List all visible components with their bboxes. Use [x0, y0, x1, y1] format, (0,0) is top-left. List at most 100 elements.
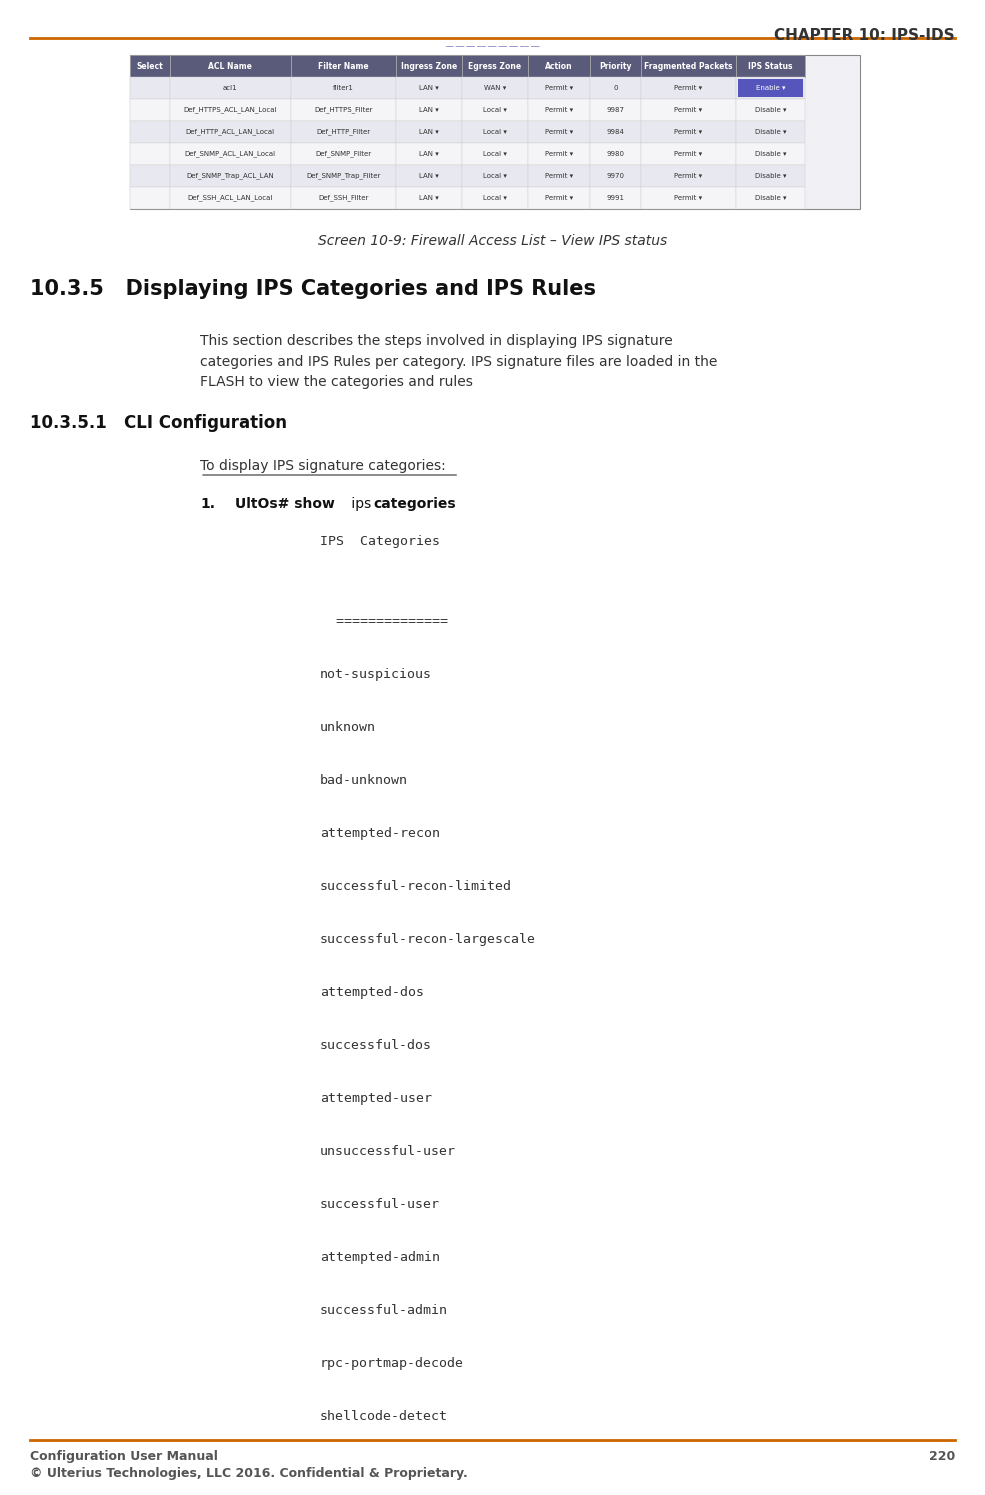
- Text: Def_HTTP_ACL_LAN_Local: Def_HTTP_ACL_LAN_Local: [186, 129, 275, 136]
- FancyBboxPatch shape: [736, 187, 806, 209]
- Text: successful-dos: successful-dos: [320, 1039, 432, 1051]
- FancyBboxPatch shape: [641, 99, 736, 121]
- Text: Disable ▾: Disable ▾: [755, 194, 786, 200]
- FancyBboxPatch shape: [396, 78, 462, 99]
- Text: attempted-recon: attempted-recon: [320, 827, 440, 840]
- Text: unsuccessful-user: unsuccessful-user: [320, 1145, 456, 1157]
- FancyBboxPatch shape: [170, 187, 291, 209]
- FancyBboxPatch shape: [736, 144, 806, 164]
- Text: IPS  Categories: IPS Categories: [320, 535, 440, 549]
- Text: 10.3.5.1   CLI Configuration: 10.3.5.1 CLI Configuration: [30, 414, 287, 432]
- Text: acl1: acl1: [223, 85, 237, 91]
- FancyBboxPatch shape: [736, 121, 806, 144]
- Text: Configuration User Manual: Configuration User Manual: [30, 1450, 218, 1464]
- Text: Permit ▾: Permit ▾: [675, 108, 702, 114]
- FancyBboxPatch shape: [462, 187, 528, 209]
- Text: Permit ▾: Permit ▾: [675, 151, 702, 157]
- Text: Fragmented Packets: Fragmented Packets: [644, 61, 733, 70]
- FancyBboxPatch shape: [291, 144, 396, 164]
- Text: categories: categories: [373, 496, 456, 511]
- Text: LAN ▾: LAN ▾: [420, 194, 439, 200]
- Text: 9987: 9987: [607, 108, 624, 114]
- FancyBboxPatch shape: [738, 79, 803, 97]
- Text: successful-recon-limited: successful-recon-limited: [320, 879, 512, 893]
- FancyBboxPatch shape: [130, 187, 170, 209]
- Text: Disable ▾: Disable ▾: [755, 151, 786, 157]
- Text: Disable ▾: Disable ▾: [755, 173, 786, 179]
- FancyBboxPatch shape: [130, 164, 170, 187]
- FancyBboxPatch shape: [590, 99, 641, 121]
- FancyBboxPatch shape: [291, 121, 396, 144]
- Text: attempted-dos: attempted-dos: [320, 985, 424, 999]
- FancyBboxPatch shape: [170, 78, 291, 99]
- FancyBboxPatch shape: [590, 121, 641, 144]
- FancyBboxPatch shape: [170, 99, 291, 121]
- FancyBboxPatch shape: [736, 78, 806, 99]
- Text: attempted-admin: attempted-admin: [320, 1250, 440, 1263]
- FancyBboxPatch shape: [528, 99, 590, 121]
- Text: bad-unknown: bad-unknown: [320, 773, 408, 786]
- Text: To display IPS signature categories:: To display IPS signature categories:: [200, 459, 446, 472]
- Text: Def_HTTP_Filter: Def_HTTP_Filter: [316, 129, 370, 136]
- FancyBboxPatch shape: [396, 121, 462, 144]
- Text: ips: ips: [347, 496, 375, 511]
- Text: Local ▾: Local ▾: [483, 173, 507, 179]
- FancyBboxPatch shape: [130, 144, 170, 164]
- FancyBboxPatch shape: [641, 164, 736, 187]
- Text: ==============: ==============: [320, 614, 448, 628]
- Text: Permit ▾: Permit ▾: [675, 194, 702, 200]
- Text: Def_SSH_Filter: Def_SSH_Filter: [318, 194, 368, 202]
- Text: WAN ▾: WAN ▾: [484, 85, 506, 91]
- Text: Permit ▾: Permit ▾: [545, 151, 573, 157]
- Text: Action: Action: [545, 61, 572, 70]
- Text: LAN ▾: LAN ▾: [420, 108, 439, 114]
- Text: Egress Zone: Egress Zone: [469, 61, 522, 70]
- Text: Local ▾: Local ▾: [483, 151, 507, 157]
- FancyBboxPatch shape: [462, 78, 528, 99]
- FancyBboxPatch shape: [396, 187, 462, 209]
- FancyBboxPatch shape: [736, 55, 806, 78]
- Text: Local ▾: Local ▾: [483, 108, 507, 114]
- Text: 9980: 9980: [607, 151, 624, 157]
- Text: Select: Select: [137, 61, 164, 70]
- FancyBboxPatch shape: [462, 99, 528, 121]
- Text: LAN ▾: LAN ▾: [420, 173, 439, 179]
- Text: Def_SNMP_Trap_Filter: Def_SNMP_Trap_Filter: [306, 172, 381, 179]
- Text: unknown: unknown: [320, 721, 376, 734]
- Text: Def_SNMP_Trap_ACL_LAN: Def_SNMP_Trap_ACL_LAN: [186, 172, 274, 179]
- FancyBboxPatch shape: [641, 78, 736, 99]
- Text: not-suspicious: not-suspicious: [320, 667, 432, 680]
- Text: 9970: 9970: [607, 173, 624, 179]
- Text: Def_HTTPS_Filter: Def_HTTPS_Filter: [314, 106, 372, 114]
- FancyBboxPatch shape: [462, 55, 528, 78]
- Text: successful-user: successful-user: [320, 1197, 440, 1211]
- Text: Def_SSH_ACL_LAN_Local: Def_SSH_ACL_LAN_Local: [188, 194, 273, 202]
- Text: 0: 0: [614, 85, 618, 91]
- Text: IPS Status: IPS Status: [749, 61, 793, 70]
- FancyBboxPatch shape: [590, 164, 641, 187]
- FancyBboxPatch shape: [291, 55, 396, 78]
- Text: 220: 220: [929, 1450, 955, 1464]
- Text: 9984: 9984: [607, 129, 624, 135]
- FancyBboxPatch shape: [462, 164, 528, 187]
- FancyBboxPatch shape: [462, 144, 528, 164]
- Text: filter1: filter1: [333, 85, 354, 91]
- FancyBboxPatch shape: [641, 187, 736, 209]
- Text: Screen 10-9: Firewall Access List – View IPS status: Screen 10-9: Firewall Access List – View…: [318, 235, 667, 248]
- FancyBboxPatch shape: [528, 55, 590, 78]
- Text: LAN ▾: LAN ▾: [420, 151, 439, 157]
- Text: Permit ▾: Permit ▾: [545, 173, 573, 179]
- FancyBboxPatch shape: [736, 164, 806, 187]
- FancyBboxPatch shape: [641, 55, 736, 78]
- Text: CHAPTER 10: IPS-IDS: CHAPTER 10: IPS-IDS: [774, 28, 955, 43]
- FancyBboxPatch shape: [396, 164, 462, 187]
- Text: Enable ▾: Enable ▾: [755, 85, 785, 91]
- FancyBboxPatch shape: [528, 78, 590, 99]
- FancyBboxPatch shape: [590, 144, 641, 164]
- Text: Permit ▾: Permit ▾: [545, 194, 573, 200]
- FancyBboxPatch shape: [396, 144, 462, 164]
- FancyBboxPatch shape: [130, 121, 170, 144]
- Text: successful-admin: successful-admin: [320, 1304, 448, 1317]
- FancyBboxPatch shape: [291, 187, 396, 209]
- Text: Filter Name: Filter Name: [318, 61, 368, 70]
